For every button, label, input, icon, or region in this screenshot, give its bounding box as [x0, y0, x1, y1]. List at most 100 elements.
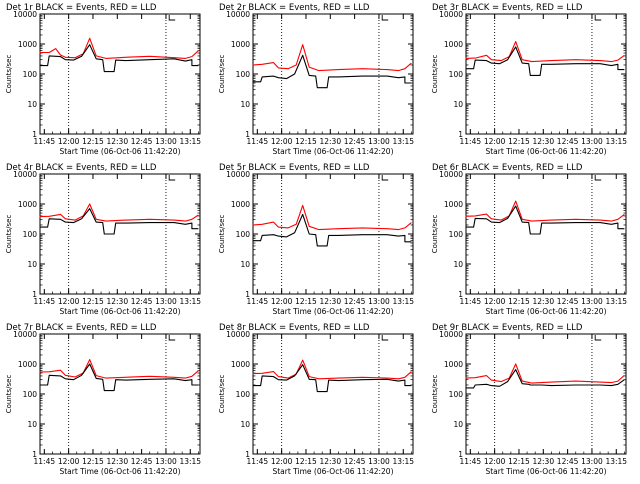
y-tick-label: 100	[449, 230, 464, 239]
range-marker	[168, 335, 176, 341]
x-tick-label: 12:15	[508, 297, 530, 306]
y-axis-label: Counts/sec	[218, 215, 226, 254]
x-tick-label: 11:45	[34, 297, 56, 306]
y-axis-label: Counts/sec	[218, 375, 226, 414]
series-line	[465, 41, 625, 63]
chart-svg: Det 2r BLACK = Events, RED = LLD 1 10 100 10…	[218, 3, 414, 156]
y-tick-label: 1	[245, 290, 250, 299]
x-tick-label: 12:00	[58, 297, 80, 306]
x-tick-label: 13:15	[605, 457, 627, 466]
x-tick-label: 13:00	[581, 137, 603, 146]
x-tick-label: 13:00	[368, 297, 390, 306]
x-tick-label: 12:30	[532, 457, 554, 466]
x-tick-label: 12:15	[508, 137, 530, 146]
chart-panel: Det 6r BLACK = Events, RED = LLD 1 10 100 10…	[426, 160, 639, 320]
plot-frame	[252, 333, 414, 455]
x-tick-label: 12:30	[106, 297, 128, 306]
chart-svg: Det 8r BLACK = Events, RED = LLD 1 10 100 10…	[218, 323, 414, 476]
y-tick-label: 1	[458, 130, 463, 139]
range-marker	[381, 175, 389, 181]
chart-svg: Det 4r BLACK = Events, RED = LLD 1 10 100 10…	[5, 163, 201, 316]
series-line	[465, 200, 625, 222]
y-tick-label: 10000	[439, 170, 463, 179]
x-tick-label: 11:45	[460, 457, 482, 466]
x-axis-label: Start Time (06-Oct-06 11:42:20)	[59, 467, 180, 476]
x-tick-label: 12:45	[344, 457, 366, 466]
series-line	[252, 54, 412, 89]
y-tick-label: 10	[453, 260, 463, 269]
y-tick-label: 1000	[231, 200, 250, 209]
x-tick-label: 13:15	[392, 137, 414, 146]
chart-panel: Det 1r BLACK = Events, RED = LLD 1 10 100 10…	[0, 0, 213, 160]
x-tick-label: 12:45	[344, 297, 366, 306]
plot-frame	[252, 173, 414, 295]
x-tick-label: 12:45	[131, 457, 153, 466]
y-tick-label: 10000	[439, 330, 463, 339]
x-axis-label: Start Time (06-Oct-06 11:42:20)	[485, 307, 606, 316]
y-tick-label: 1000	[231, 360, 250, 369]
y-axis-label: Counts/sec	[431, 375, 439, 414]
x-tick-label: 13:15	[605, 297, 627, 306]
chart-panel: Det 4r BLACK = Events, RED = LLD 1 10 100 10…	[0, 160, 213, 320]
x-tick-label: 12:00	[58, 137, 80, 146]
x-tick-label: 12:15	[295, 137, 317, 146]
y-tick-label: 10	[240, 260, 250, 269]
y-tick-label: 10	[453, 420, 463, 429]
x-tick-label: 11:45	[247, 297, 269, 306]
y-axis-label: Counts/sec	[218, 55, 226, 94]
y-axis-label: Counts/sec	[5, 215, 13, 254]
x-tick-label: 12:30	[532, 297, 554, 306]
y-tick-label: 1000	[18, 40, 37, 49]
chart-title: Det 6r BLACK = Events, RED = LLD	[432, 163, 583, 173]
chart-svg: Det 9r BLACK = Events, RED = LLD 1 10 100 10…	[431, 323, 627, 476]
chart-title: Det 9r BLACK = Events, RED = LLD	[432, 323, 583, 333]
y-tick-label: 1	[32, 290, 37, 299]
series-line	[252, 364, 412, 393]
range-marker	[381, 335, 389, 341]
x-tick-label: 11:45	[460, 137, 482, 146]
chart-svg: Det 7r BLACK = Events, RED = LLD 1 10 100 10…	[5, 323, 201, 476]
x-tick-label: 13:15	[179, 297, 201, 306]
series-line	[39, 359, 199, 379]
y-tick-label: 10000	[226, 10, 250, 19]
range-marker	[168, 175, 176, 181]
x-tick-label: 13:00	[581, 457, 603, 466]
x-axis-label: Start Time (06-Oct-06 11:42:20)	[59, 307, 180, 316]
series-line	[252, 359, 412, 380]
range-marker	[594, 15, 602, 21]
x-axis-label: Start Time (06-Oct-06 11:42:20)	[485, 147, 606, 156]
range-marker	[594, 335, 602, 341]
x-tick-label: 12:00	[271, 457, 293, 466]
y-tick-label: 1000	[444, 200, 463, 209]
series-line	[39, 208, 199, 235]
y-tick-label: 10	[240, 420, 250, 429]
x-tick-label: 13:15	[179, 457, 201, 466]
range-marker	[594, 175, 602, 181]
chart-title: Det 4r BLACK = Events, RED = LLD	[6, 163, 157, 173]
x-tick-label: 13:00	[581, 297, 603, 306]
y-tick-label: 10	[27, 420, 37, 429]
plot-frame	[465, 13, 627, 135]
y-tick-label: 1	[458, 290, 463, 299]
x-axis-label: Start Time (06-Oct-06 11:42:20)	[272, 467, 393, 476]
x-tick-label: 13:15	[392, 297, 414, 306]
y-tick-label: 100	[236, 390, 251, 399]
chart-panel: Det 5r BLACK = Events, RED = LLD 1 10 100 10…	[213, 160, 426, 320]
range-marker	[381, 15, 389, 21]
series-line	[39, 37, 199, 59]
chart-svg: Det 1r BLACK = Events, RED = LLD 1 10 100 10…	[5, 3, 201, 156]
series-line	[465, 363, 625, 384]
x-tick-label: 12:45	[131, 297, 153, 306]
series-line	[465, 205, 625, 235]
x-axis-label: Start Time (06-Oct-06 11:42:20)	[59, 147, 180, 156]
series-line	[252, 204, 412, 231]
x-tick-label: 12:15	[508, 457, 530, 466]
y-tick-label: 1000	[444, 360, 463, 369]
y-tick-label: 1000	[231, 40, 250, 49]
chart-panel: Det 7r BLACK = Events, RED = LLD 1 10 100 10…	[0, 320, 213, 480]
y-tick-label: 1	[458, 450, 463, 459]
y-axis-label: Counts/sec	[5, 375, 13, 414]
y-tick-label: 10000	[13, 10, 37, 19]
x-tick-label: 13:15	[179, 137, 201, 146]
chart-panel: Det 9r BLACK = Events, RED = LLD 1 10 100 10…	[426, 320, 639, 480]
